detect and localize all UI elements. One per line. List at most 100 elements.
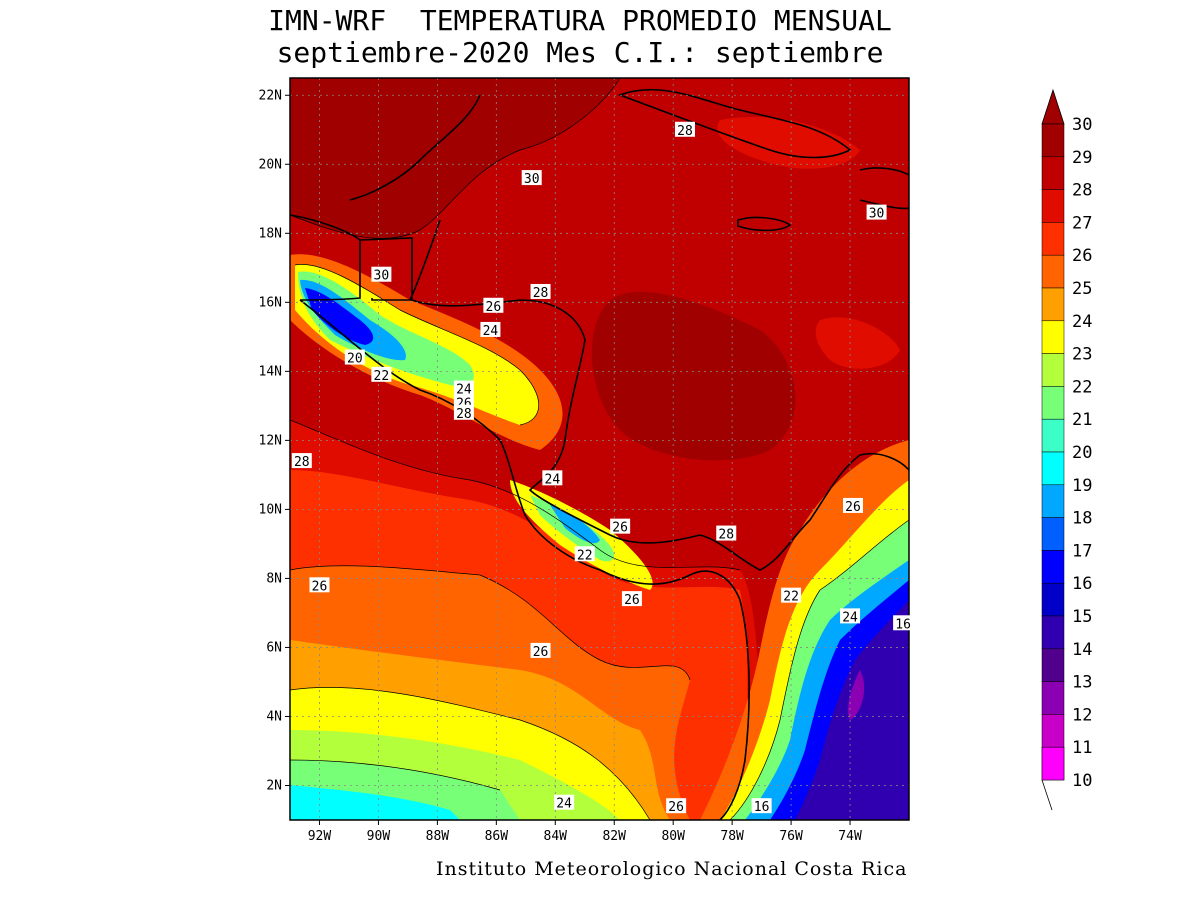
lon-tick-label: 86W (485, 829, 509, 844)
contour-label-text: 22 (374, 369, 390, 384)
contour-label: 24 (453, 380, 474, 398)
contour-label-text: 26 (486, 300, 502, 315)
contour-label-bg (666, 798, 687, 814)
colorbar-label: 20 (1072, 443, 1092, 463)
contour-label-text: 26 (312, 579, 328, 594)
coastline-hispaniola (859, 167, 909, 210)
contour-label: 22 (574, 546, 595, 563)
contour-label-text: 22 (577, 548, 593, 563)
lat-tick-label: 16N (259, 295, 282, 310)
axis-ticks: 92W 90W 88W 86W 84W 82W 80W 78W 76W 74W 2N 4N 6N 8N 10… (259, 88, 862, 844)
contour-label: 26 (309, 577, 330, 594)
contour-label-text: 24 (545, 472, 561, 487)
contour-label: 22 (781, 587, 802, 605)
contour-label: 30 (521, 170, 542, 187)
field-zone-andes-14 (848, 670, 865, 720)
contour-label-text: 20 (347, 352, 363, 367)
contour-label-text: 28 (456, 407, 472, 422)
contour-label: 28 (291, 453, 312, 470)
colorbar: 30 29 28 27 26 25 24 23 22 21 20 19 18 17 16 15 14 13 12 11… (1041, 88, 1092, 811)
lat-tick-label: 12N (259, 433, 282, 448)
coastlines (290, 88, 909, 820)
field-zone-yucatan-hot (290, 78, 620, 239)
colorbar-label: 28 (1072, 181, 1092, 201)
contour-label-bg (483, 297, 504, 313)
colorbar-bottom-tail (1041, 779, 1053, 811)
colorbar-label: 23 (1072, 345, 1092, 365)
lat-tick-label: 14N (259, 364, 282, 379)
contour-label: 26 (483, 297, 504, 315)
contour-label: 30 (866, 204, 887, 222)
contour-label-bg (781, 587, 802, 603)
contour-label-text: 24 (483, 324, 499, 339)
lat-tick-label: 10N (259, 502, 282, 517)
contour-label-bg (866, 204, 887, 220)
contour-label: 26 (530, 642, 551, 660)
contour-label-text: 28 (533, 286, 549, 301)
lat-tick-label: 2N (266, 778, 282, 793)
contour-label-bg (842, 497, 863, 513)
colorbar-label: 24 (1072, 312, 1092, 332)
contour-label-bg (621, 591, 642, 607)
contour-label-bg (542, 470, 563, 486)
colorbar-swatch (1041, 418, 1065, 453)
map-title-line1: IMN-WRF TEMPERATURA PROMEDIO MENSUAL (268, 4, 892, 37)
colorbar-label: 25 (1072, 279, 1092, 299)
colorbar-swatch (1041, 582, 1065, 617)
lat-tick-label: 4N (266, 709, 282, 724)
contour-line-22-pacific (290, 759, 501, 791)
colorbar-swatch (1041, 550, 1065, 584)
contour-label: 20 (344, 349, 365, 367)
lon-tick-label: 88W (426, 829, 450, 844)
contour-label-text: 30 (869, 207, 885, 222)
contour-label: 26 (666, 798, 687, 815)
contour-label-text: 28 (677, 124, 693, 139)
field-zone-guatemala-18 (305, 288, 374, 345)
contour-label: 28 (530, 283, 551, 301)
contour-label-text: 28 (294, 455, 310, 470)
contour-label-bg (453, 380, 474, 396)
contour-label-text: 16 (754, 800, 770, 815)
contour-lines (290, 78, 909, 820)
contour-label-text: 30 (524, 172, 540, 187)
contour-label-bg (751, 798, 772, 814)
contour-label-text: 30 (374, 269, 390, 284)
contour-label-bg (574, 546, 595, 562)
coastline-cuba (617, 88, 852, 159)
colorbar-label: 21 (1072, 410, 1092, 430)
contour-label-text: 26 (845, 500, 861, 515)
contour-line-24-pacific (290, 686, 651, 820)
colorbar-label: 18 (1072, 509, 1092, 529)
footer-credit: Instituto Meteorologico Nacional Costa R… (436, 858, 908, 880)
colorbar-swatch (1041, 222, 1065, 256)
lon-tick-label: 80W (661, 829, 685, 844)
colorbar-top-arrow (1041, 88, 1065, 125)
contour-label-bg (480, 321, 501, 337)
colorbar-label: 29 (1072, 148, 1092, 168)
field-zone-caribbean-27 (815, 317, 900, 369)
contour-label-bg (610, 518, 631, 534)
lon-tick-label: 76W (779, 829, 803, 844)
contour-label-bg (530, 642, 551, 658)
contour-label-bg (371, 366, 392, 382)
contour-label: 26 (842, 497, 863, 515)
contour-label: 28 (716, 525, 737, 543)
colorbar-label: 13 (1072, 673, 1092, 693)
colorbar-label: 19 (1072, 476, 1092, 496)
contour-label: 28 (674, 121, 695, 139)
contour-label-text: 22 (783, 590, 799, 605)
colorbar-swatch (1041, 681, 1065, 715)
contour-label-bg (453, 404, 474, 420)
contour-label-bg (554, 794, 575, 810)
colorbar-label: 11 (1072, 738, 1092, 758)
coastline-jamaica (737, 216, 792, 232)
contour-label-text: 24 (556, 797, 572, 812)
contour-label-bg (309, 577, 330, 593)
colorbar-swatch (1041, 156, 1065, 190)
colorbar-swatch (1041, 517, 1065, 551)
contour-label-text: 16 (895, 617, 911, 632)
lon-tick-label: 90W (367, 829, 391, 844)
lon-tick-label: 84W (544, 829, 568, 844)
contour-label: 30 (371, 266, 392, 284)
colorbar-swatch (1041, 123, 1065, 158)
